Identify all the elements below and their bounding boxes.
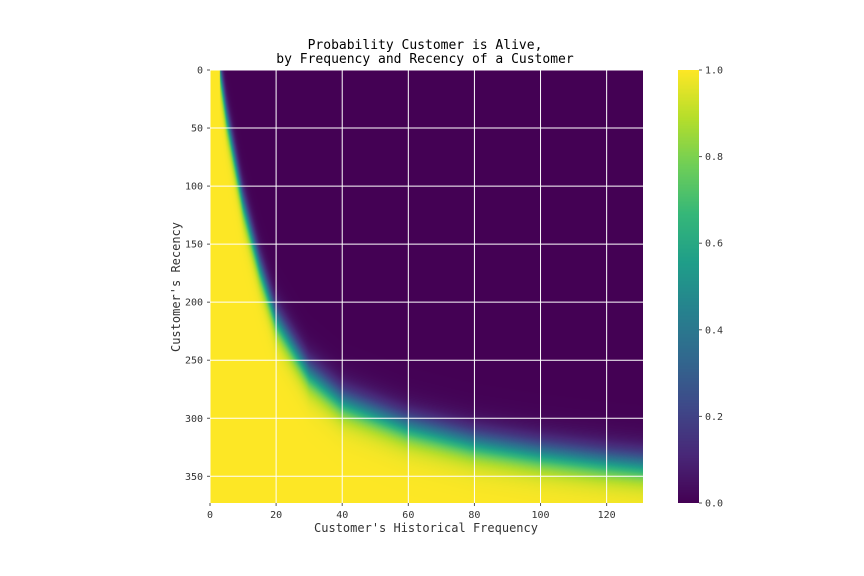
colorbar-ticks: 0.0 0.2 0.4 0.6 0.8 1.0 — [699, 66, 723, 510]
x-axis-ticks: 0 20 40 60 80 100 120 — [207, 503, 616, 521]
y-tick-label: 50 — [191, 124, 203, 135]
colorbar-tick-label: 0.6 — [705, 239, 723, 250]
y-tick-label: 0 — [197, 66, 203, 77]
y-tick-label: 150 — [185, 240, 203, 251]
colorbar-tick-label: 0.0 — [705, 499, 723, 510]
x-tick-label: 80 — [468, 510, 480, 521]
colorbar — [678, 70, 699, 503]
y-tick-label: 350 — [185, 472, 203, 483]
x-tick-label: 40 — [336, 510, 348, 521]
x-tick-label: 20 — [270, 510, 282, 521]
heatmap — [210, 70, 643, 503]
x-tick-label: 100 — [532, 510, 550, 521]
colorbar-tick-label: 0.4 — [705, 325, 723, 336]
y-tick-label: 100 — [185, 182, 203, 193]
x-axis-label: Customer's Historical Frequency — [314, 521, 538, 535]
chart-title-line-2: by Frequency and Recency of a Customer — [276, 52, 574, 67]
x-tick-label: 120 — [598, 510, 616, 521]
colorbar-tick-label: 1.0 — [705, 66, 723, 77]
grid-lines — [209, 69, 643, 503]
x-tick-label: 0 — [207, 510, 213, 521]
y-tick-label: 200 — [185, 298, 203, 309]
x-tick-label: 60 — [402, 510, 414, 521]
colorbar-tick-label: 0.8 — [705, 152, 723, 163]
y-tick-label: 250 — [185, 356, 203, 367]
y-tick-label: 300 — [185, 414, 203, 425]
chart-title-line-1: Probability Customer is Alive, — [308, 38, 543, 53]
y-axis-label: Customer's Recency — [169, 222, 183, 352]
chart-title: Probability Customer is Alive, by Freque… — [276, 38, 574, 67]
colorbar-tick-label: 0.2 — [705, 412, 723, 423]
y-axis-ticks: 0 50 100 150 200 250 300 350 — [185, 66, 210, 483]
